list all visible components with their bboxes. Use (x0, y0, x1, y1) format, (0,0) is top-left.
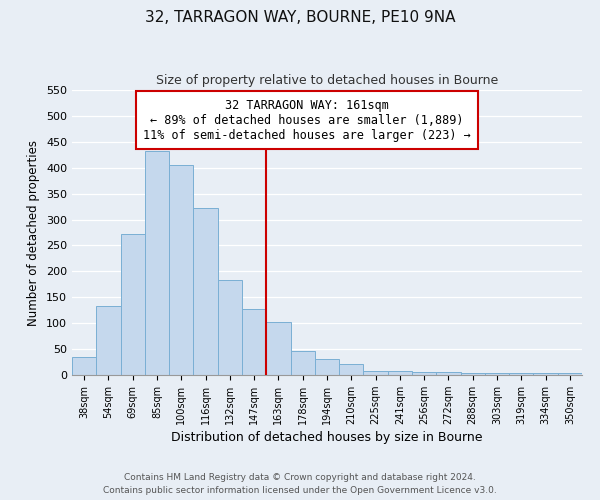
Bar (412, 372, 436, 375)
Bar (121, 234, 145, 375)
Bar (388, 371, 412, 375)
Bar (364, 371, 388, 375)
Bar (461, 374, 485, 375)
Bar (485, 374, 509, 375)
Bar (339, 364, 364, 375)
Bar (145, 151, 169, 375)
Bar (193, 208, 218, 375)
Text: 32 TARRAGON WAY: 161sqm
← 89% of detached houses are smaller (1,889)
11% of semi: 32 TARRAGON WAY: 161sqm ← 89% of detache… (143, 98, 470, 142)
Bar (218, 280, 242, 375)
Y-axis label: Number of detached properties: Number of detached properties (28, 140, 40, 326)
Bar (266, 322, 290, 375)
Bar (315, 360, 339, 375)
Bar (533, 374, 558, 375)
Bar (72, 357, 96, 375)
Text: 32, TARRAGON WAY, BOURNE, PE10 9NA: 32, TARRAGON WAY, BOURNE, PE10 9NA (145, 10, 455, 25)
Bar (290, 351, 315, 375)
Bar (509, 374, 533, 375)
X-axis label: Distribution of detached houses by size in Bourne: Distribution of detached houses by size … (171, 431, 483, 444)
Bar (169, 165, 193, 375)
Text: Contains HM Land Registry data © Crown copyright and database right 2024.
Contai: Contains HM Land Registry data © Crown c… (103, 474, 497, 495)
Bar (242, 308, 266, 375)
Bar (436, 372, 461, 375)
Bar (96, 306, 121, 375)
Title: Size of property relative to detached houses in Bourne: Size of property relative to detached ho… (156, 74, 498, 88)
Bar (558, 374, 582, 375)
